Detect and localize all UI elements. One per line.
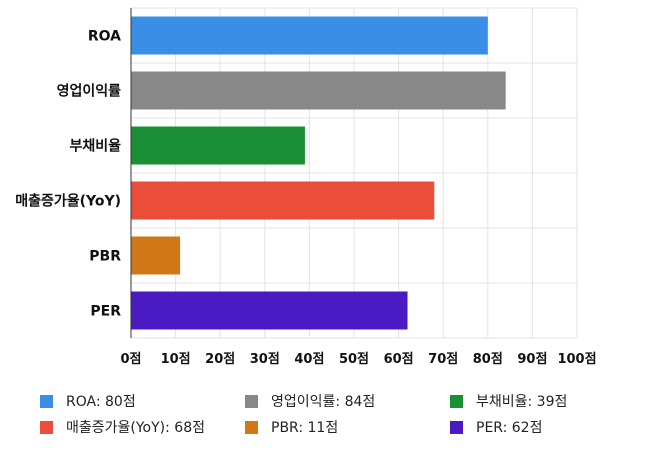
legend-swatch	[450, 394, 463, 408]
x-tick-label: 30점	[250, 352, 280, 367]
bar-3	[131, 126, 305, 165]
x-tick-label: 40점	[294, 352, 324, 367]
legend-label: PER: 62점	[476, 420, 543, 436]
x-tick-label: 50점	[339, 352, 369, 367]
category-label: PBR	[89, 249, 121, 265]
legend-item-per: PER: 62점	[450, 417, 542, 437]
x-tick-label: 0점	[120, 352, 141, 367]
bar-2	[131, 71, 506, 110]
bar-1	[131, 16, 488, 55]
x-tick-label: 90점	[517, 352, 547, 367]
bar-5	[131, 236, 181, 275]
category-label: 매출증가율(YoY)	[15, 193, 121, 210]
legend-swatch	[40, 420, 53, 434]
legend-label: PBR: 11점	[271, 420, 339, 436]
x-tick-label: 70점	[428, 352, 458, 367]
bar-6	[131, 291, 408, 330]
x-tick-label: 60점	[384, 352, 414, 367]
x-tick-label: 100점	[557, 352, 596, 367]
x-tick-label: 80점	[473, 352, 503, 367]
legend-swatch	[245, 420, 258, 434]
legend-item-debt-ratio: 부채비율: 39점	[450, 391, 567, 411]
bar-4	[131, 181, 435, 220]
category-label: 영업이익률	[57, 83, 122, 100]
legend-label: ROA: 80점	[66, 394, 136, 410]
legend-swatch	[450, 420, 463, 434]
category-label: ROA	[88, 29, 121, 45]
category-label: 부채비율	[69, 138, 121, 155]
legend-swatch	[245, 394, 258, 408]
legend-swatch	[40, 394, 53, 408]
legend-label: 영업이익률: 84점	[271, 394, 376, 410]
category-label: PER	[90, 304, 121, 320]
x-tick-label: 10점	[161, 352, 191, 367]
legend-item-operating-margin: 영업이익률: 84점	[245, 391, 375, 411]
legend-label: 매출증가율(YoY): 68점	[66, 420, 205, 436]
legend-item-pbr: PBR: 11점	[245, 417, 338, 437]
legend-item-roa: ROA: 80점	[40, 391, 136, 411]
legend-label: 부채비율: 39점	[476, 394, 568, 410]
legend-item-sales-growth: 매출증가율(YoY): 68점	[40, 417, 205, 437]
x-tick-label: 20점	[205, 352, 235, 367]
